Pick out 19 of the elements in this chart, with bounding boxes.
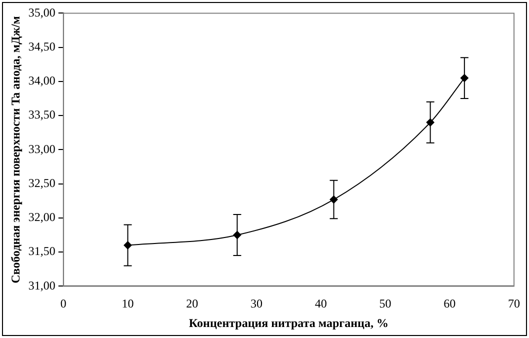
y-tick-label: 34,00 (28, 74, 56, 88)
y-tick-label: 34,50 (28, 39, 56, 54)
y-tick-label: 33,00 (28, 142, 56, 156)
y-tick-label: 32,50 (28, 176, 56, 190)
x-tick-label: 40 (314, 296, 327, 311)
y-tick-label: 31,00 (28, 278, 56, 292)
x-tick-label: 50 (379, 296, 392, 311)
y-tick-label: 33,50 (28, 108, 56, 122)
x-tick-label: 70 (508, 296, 520, 311)
x-axis-title: Концентрация нитрата марганца, % (188, 316, 388, 330)
x-tick-label: 10 (122, 296, 134, 311)
x-tick-label: 60 (444, 296, 456, 311)
x-tick-label: 30 (250, 296, 263, 311)
y-tick-label: 31,50 (28, 244, 56, 258)
x-tick-label: 0 (60, 296, 66, 311)
x-tick-label: 20 (186, 296, 198, 311)
y-axis-title: Свободная энергия поверхности Ta анода, мДж/м (8, 16, 22, 284)
y-tick-label: 35,00 (28, 5, 56, 20)
y-tick-label: 32,00 (28, 210, 56, 224)
